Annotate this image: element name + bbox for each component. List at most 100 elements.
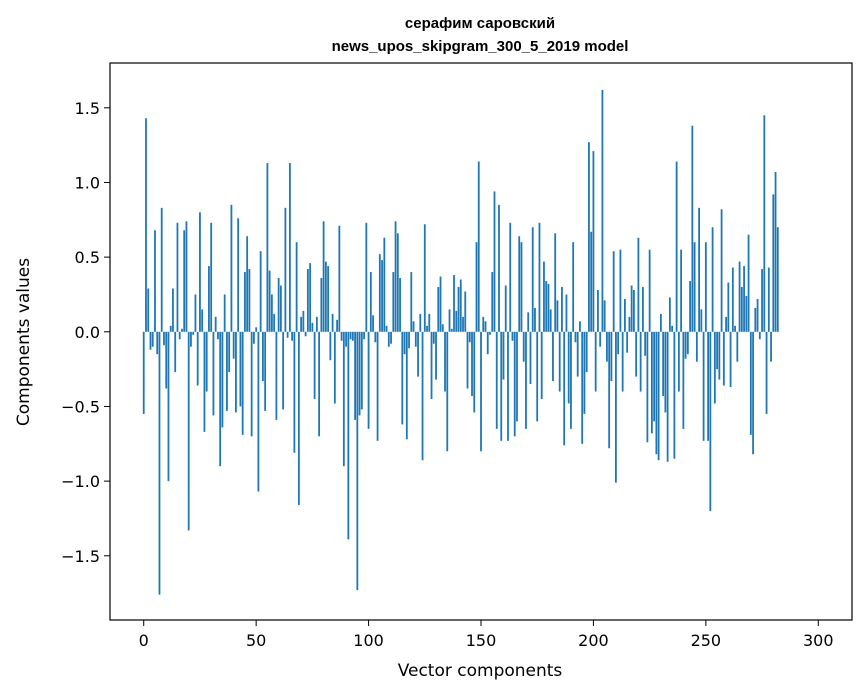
bar-component-93 [351, 331, 354, 341]
bar-component-120 [412, 321, 415, 332]
bar-component-28 [205, 331, 208, 392]
bar-component-73 [306, 269, 309, 332]
bar-component-114 [399, 278, 401, 332]
bar-component-16 [178, 331, 181, 340]
bar-component-85 [333, 331, 336, 404]
bar-component-186 [561, 286, 563, 332]
bar-component-156 [493, 191, 496, 332]
bar-component-200 [592, 151, 595, 332]
bar-component-162 [507, 331, 509, 441]
bar-component-238 [677, 331, 680, 392]
bar-component-195 [581, 331, 584, 444]
bar-component-151 [482, 316, 485, 332]
bar-component-143 [464, 291, 467, 332]
bar-component-231 [662, 331, 665, 397]
bar-component-191 [572, 242, 575, 332]
bar-component-202 [597, 289, 599, 332]
bar-component-109 [387, 331, 390, 347]
bar-component-206 [606, 331, 608, 362]
bar-component-190 [570, 331, 572, 429]
bar-component-244 [691, 125, 694, 332]
bar-component-21 [190, 331, 192, 347]
x-tick-label-150: 150 [466, 631, 497, 650]
bar-component-30 [210, 222, 213, 332]
bar-component-182 [552, 331, 554, 382]
x-axis-label: Vector components [398, 661, 563, 681]
bar-component-234 [668, 297, 671, 332]
bar-component-154 [489, 331, 491, 335]
bar-component-208 [610, 331, 613, 382]
bar-component-40 [232, 331, 235, 359]
bar-component-241 [684, 331, 687, 359]
bar-component-273 [756, 298, 759, 332]
bar-component-275 [761, 269, 763, 332]
bar-component-216 [628, 316, 631, 332]
bar-component-260 [727, 282, 730, 332]
bar-component-227 [653, 331, 656, 422]
x-tick-label-300: 300 [803, 631, 834, 650]
bar-component-139 [455, 310, 458, 332]
bar-component-105 [378, 254, 381, 332]
bar-component-166 [516, 331, 518, 422]
bar-component-207 [608, 331, 611, 449]
bar-component-66 [291, 331, 294, 341]
y-axis-label: Components values [14, 258, 34, 426]
bar-component-223 [644, 331, 647, 356]
bar-component-158 [498, 204, 500, 332]
bar-component-133 [441, 324, 444, 332]
bar-component-35 [221, 331, 224, 428]
bar-component-248 [700, 309, 703, 332]
bar-component-121 [414, 331, 417, 347]
bar-component-128 [430, 331, 433, 399]
bar-component-192 [574, 331, 577, 343]
bar-component-174 [534, 307, 536, 332]
bar-component-185 [558, 331, 561, 392]
bar-component-57 [270, 294, 273, 332]
bar-component-221 [639, 331, 642, 392]
bar-component-78 [318, 331, 321, 437]
bar-component-236 [673, 331, 676, 459]
bar-component-129 [432, 331, 435, 344]
bar-component-91 [347, 331, 350, 540]
bar-component-237 [675, 161, 678, 332]
bar-component-142 [462, 316, 464, 332]
bar-component-107 [383, 237, 386, 332]
bar-component-187 [563, 331, 566, 446]
bar-component-270 [749, 331, 752, 435]
bar-component-26 [201, 309, 204, 332]
bar-component-242 [686, 331, 689, 355]
bar-component-252 [709, 331, 712, 511]
x-tick-label-50: 50 [246, 631, 266, 650]
bar-component-193 [576, 331, 579, 377]
bar-component-47 [248, 269, 251, 332]
bar-component-5 [154, 230, 156, 332]
bar-component-271 [752, 331, 754, 455]
bar-component-117 [405, 331, 408, 440]
bar-component-232 [664, 331, 667, 413]
bar-component-229 [657, 331, 660, 461]
bar-component-67 [293, 331, 296, 453]
bar-component-80 [322, 221, 325, 332]
bar-component-59 [275, 331, 278, 420]
bar-component-148 [475, 242, 478, 332]
bar-component-159 [500, 331, 503, 441]
x-tick-label-100: 100 [353, 631, 384, 650]
y-tick-label-1: 1.0 [75, 173, 100, 192]
bar-component-86 [336, 319, 338, 332]
bar-component-268 [745, 295, 748, 332]
bar-component-169 [522, 331, 525, 362]
bar-component-38 [228, 331, 231, 373]
bar-component-243 [689, 281, 692, 332]
bar-component-217 [630, 285, 633, 332]
bar-component-90 [345, 331, 347, 347]
bar-component-92 [349, 331, 352, 340]
bar-component-14 [174, 331, 177, 373]
bar-component-3 [149, 331, 152, 350]
bar-component-184 [556, 300, 559, 332]
bar-component-211 [617, 331, 620, 355]
bar-component-277 [765, 331, 768, 414]
bar-component-71 [302, 310, 305, 332]
bar-component-251 [707, 331, 709, 441]
bar-component-278 [767, 267, 770, 332]
bar-component-256 [718, 331, 721, 380]
